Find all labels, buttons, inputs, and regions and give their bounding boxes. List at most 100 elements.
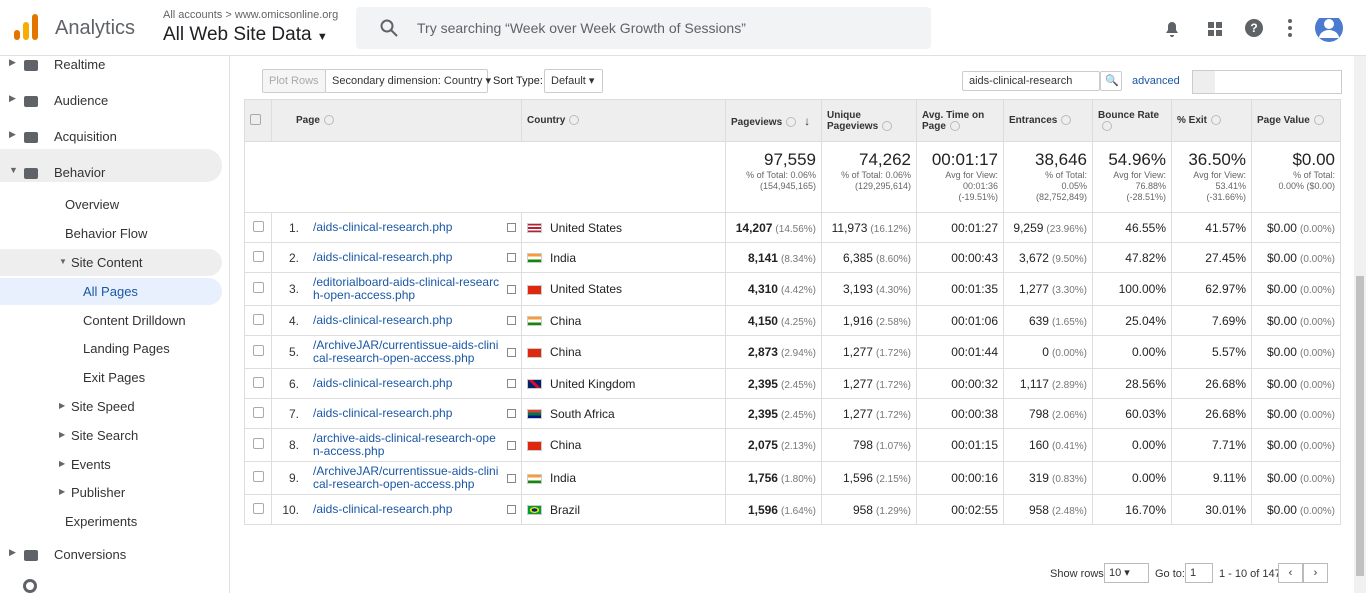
- pageviews: 4,150: [747, 313, 778, 328]
- advanced-link[interactable]: advanced: [1132, 75, 1180, 87]
- page-link[interactable]: /editorialboard-aids-clinical-research-o…: [313, 275, 500, 302]
- nav-item[interactable]: Audience: [54, 93, 109, 108]
- column-header[interactable]: Page Value: [1251, 99, 1341, 142]
- nav-item[interactable]: Acquisition: [54, 129, 117, 144]
- page-wrap: 2. /aids-clinical-research.php: [277, 248, 516, 267]
- nav-item[interactable]: Behavior Flow: [65, 226, 148, 241]
- unique-pageviews: 958: [852, 502, 873, 517]
- exit-rate: 7.71%: [1211, 438, 1246, 452]
- page-link[interactable]: /aids-clinical-research.php: [313, 406, 453, 420]
- popout-icon[interactable]: [507, 379, 516, 388]
- bounce-rate-cell: 47.82%: [1092, 242, 1172, 273]
- popout-icon[interactable]: [507, 409, 516, 418]
- show-rows-select[interactable]: 10 ▾: [1104, 563, 1149, 583]
- column-header[interactable]: Page: [271, 99, 522, 142]
- row-select[interactable]: [244, 212, 272, 243]
- page-link[interactable]: /aids-clinical-research.php: [313, 502, 453, 516]
- prev-page[interactable]: ‹: [1278, 563, 1303, 583]
- nav-item[interactable]: Publisher: [71, 485, 126, 500]
- row-select[interactable]: [244, 242, 272, 273]
- page-link[interactable]: /aids-clinical-research.php: [313, 376, 453, 390]
- nav-item[interactable]: Site Content: [71, 255, 143, 270]
- nav-item[interactable]: Site Speed: [71, 399, 135, 414]
- total-note: % of Total: 0.06%: [841, 170, 911, 180]
- avg-time-cell: 00:00:32: [916, 368, 1004, 399]
- column-header[interactable]: Country: [521, 99, 726, 142]
- page-link[interactable]: /aids-clinical-research.php: [313, 250, 453, 264]
- pageviews-cell: 2,075 (2.13%): [725, 428, 822, 462]
- column-header[interactable]: Bounce Rate: [1092, 99, 1172, 142]
- popout-icon[interactable]: [507, 473, 516, 483]
- column-header[interactable]: Avg. Time on Page: [916, 99, 1004, 142]
- popout-icon[interactable]: [507, 440, 516, 450]
- page-value: $0.00: [1266, 345, 1297, 359]
- nav-item[interactable]: Experiments: [65, 514, 138, 529]
- column-header[interactable]: Pageviews ↓: [725, 99, 822, 142]
- nav-item[interactable]: Realtime: [54, 57, 106, 72]
- select-all[interactable]: [244, 99, 272, 142]
- row-select[interactable]: [244, 428, 272, 462]
- entrances: 1,117: [1019, 376, 1049, 391]
- nav-item[interactable]: Content Drilldown: [83, 313, 186, 328]
- top-icons[interactable]: ?: [1163, 18, 1343, 44]
- unique-pageviews-cell: 6,385 (8.60%): [821, 242, 917, 273]
- page-wrap: 9. /ArchiveJAR/currentissue-aids-clinical…: [277, 462, 516, 494]
- popout-icon[interactable]: [507, 347, 516, 357]
- nav-item[interactable]: Site Search: [71, 428, 139, 443]
- total-value: $0.00: [1292, 150, 1335, 169]
- nav-arrow: ▼: [59, 257, 67, 266]
- nav-item[interactable]: Exit Pages: [83, 370, 146, 385]
- nav-item[interactable]: Overview: [65, 197, 120, 212]
- search-box[interactable]: Try searching “Week over Week Growth of …: [356, 7, 931, 49]
- table-row: 4./aids-clinical-research.php China 4,150(…: [244, 305, 1341, 336]
- unique-pageviews: 6,385: [842, 250, 873, 265]
- page-link[interactable]: /aids-clinical-research.php: [313, 313, 453, 327]
- secondary-dimension[interactable]: Secondary dimension: Country ▾: [325, 69, 491, 93]
- popout-icon[interactable]: [507, 223, 516, 232]
- nav-item[interactable]: All Pages: [83, 284, 138, 299]
- accounts-link[interactable]: All accounts: [163, 9, 223, 21]
- column-header[interactable]: % Exit: [1171, 99, 1252, 142]
- column-header[interactable]: Unique Pageviews: [821, 99, 917, 142]
- page-link[interactable]: /archive-aids-clinical-research-open-acc…: [313, 431, 496, 458]
- page-cell: 6. /aids-clinical-research.php: [271, 368, 522, 399]
- row-select[interactable]: [244, 494, 272, 525]
- site[interactable]: www.omicsonline.org: [234, 9, 339, 21]
- page-value-cell: $0.00 (0.00%): [1251, 305, 1341, 336]
- row-select[interactable]: [244, 335, 272, 369]
- filter-input[interactable]: aids-clinical-research: [962, 71, 1100, 91]
- totals-cell: $0.00% of Total: 0.00% ($0.00): [1251, 141, 1341, 213]
- popout-icon[interactable]: [507, 316, 516, 325]
- row-select[interactable]: [244, 398, 272, 429]
- plot-rows-button[interactable]: Plot Rows: [262, 69, 326, 93]
- exit-rate: 41.57%: [1205, 220, 1246, 235]
- row-index: 2.: [288, 250, 299, 265]
- popout-icon[interactable]: [507, 284, 516, 294]
- page-link[interactable]: /ArchiveJAR/currentissue-aids-clinical-r…: [313, 338, 499, 365]
- page-wrap: 3. /editorialboard-aids-clinical-research…: [277, 273, 516, 305]
- row-index: 9.: [288, 471, 299, 485]
- row-select[interactable]: [244, 305, 272, 336]
- row-select[interactable]: [244, 368, 272, 399]
- page-link[interactable]: /aids-clinical-research.php: [313, 220, 453, 234]
- page-value: $0.00: [1266, 406, 1297, 421]
- nav-item[interactable]: Behavior: [54, 165, 106, 180]
- nav-item[interactable]: Landing Pages: [83, 341, 170, 356]
- entrances-pct: (3.30%): [1051, 285, 1087, 296]
- sort-type[interactable]: Default ▾: [544, 69, 603, 93]
- page-link[interactable]: /ArchiveJAR/currentissue-aids-clinical-r…: [313, 464, 499, 491]
- page-cell: 2. /aids-clinical-research.php: [271, 242, 522, 273]
- popout-icon[interactable]: [507, 505, 516, 514]
- next-page[interactable]: ›: [1303, 563, 1328, 583]
- goto-input[interactable]: 1: [1185, 563, 1213, 583]
- nav-item[interactable]: Events: [71, 457, 111, 472]
- popout-icon[interactable]: [507, 253, 516, 262]
- view-switcher[interactable]: [1192, 70, 1342, 94]
- nav-item[interactable]: Conversions: [54, 547, 127, 562]
- filter-button[interactable]: 🔍: [1100, 71, 1122, 91]
- view-selector[interactable]: All Web Site Data ▼: [163, 24, 328, 46]
- row-select[interactable]: [244, 461, 272, 495]
- row-select[interactable]: [244, 272, 272, 306]
- total-value: 74,262: [859, 150, 911, 169]
- column-header[interactable]: Entrances: [1003, 99, 1093, 142]
